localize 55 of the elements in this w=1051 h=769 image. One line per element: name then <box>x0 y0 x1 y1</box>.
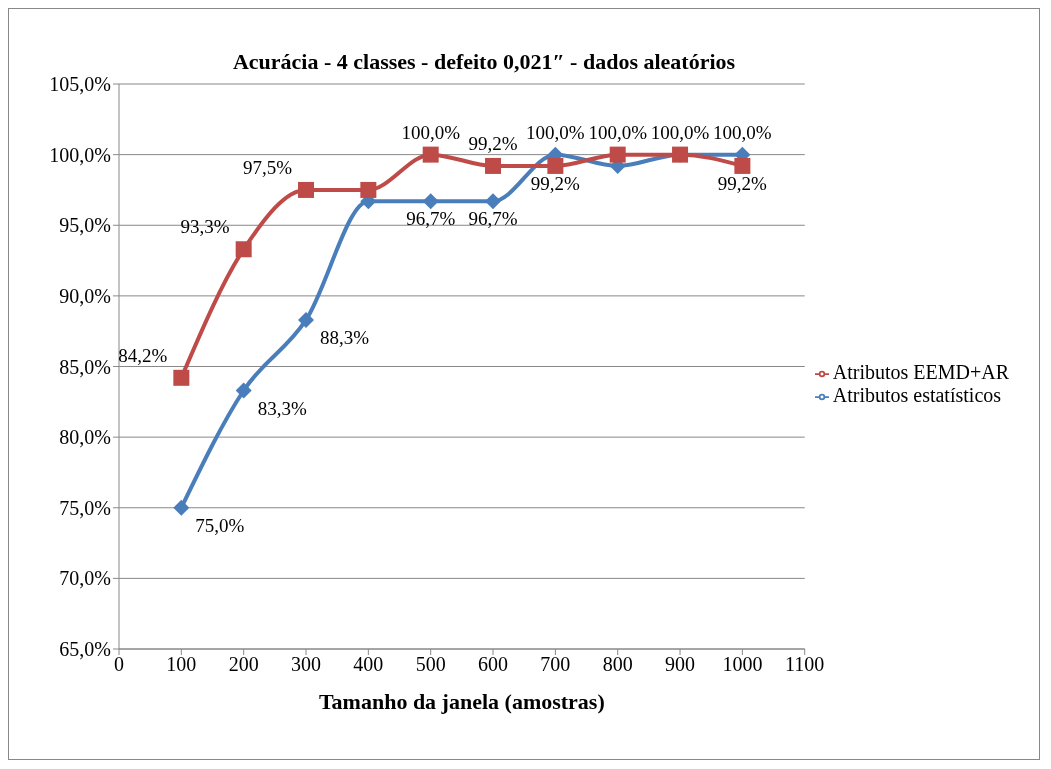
y-tick-label: 70,0% <box>59 567 111 590</box>
x-tick-label: 500 <box>415 653 446 676</box>
data-label: 100,0% <box>650 121 710 143</box>
point <box>422 193 439 210</box>
data-label: 88,3% <box>320 326 370 348</box>
point <box>485 193 502 210</box>
y-tick-label: 90,0% <box>59 284 111 307</box>
data-label: 83,3% <box>257 397 307 419</box>
data-label: 75,0% <box>195 514 245 536</box>
data-label: 99,2% <box>717 172 768 194</box>
data-label: 100,0% <box>713 121 772 143</box>
point <box>485 157 502 174</box>
point <box>547 157 564 174</box>
point <box>609 146 626 163</box>
x-tick-label: 1100 <box>785 653 825 676</box>
x-tick-label: 100 <box>166 653 197 676</box>
data-label: 96,7% <box>406 208 456 230</box>
data-label: 96,7% <box>468 208 518 230</box>
point <box>298 311 315 328</box>
point <box>173 499 190 516</box>
data-label: 97,5% <box>242 156 293 178</box>
point <box>173 369 190 386</box>
x-tick-label: 800 <box>602 653 633 676</box>
data-label: 99,2% <box>530 172 581 194</box>
data-label: 100,0% <box>401 121 461 143</box>
point <box>298 181 315 198</box>
chart-title: Acurácia - 4 classes - defeito 0,021″ - dados aleatórios <box>231 49 737 75</box>
x-tick-label: 0 <box>114 653 124 676</box>
y-tick-label: 65,0% <box>59 638 111 661</box>
y-tick-label: 80,0% <box>59 426 111 449</box>
y-tick-label: 95,0% <box>59 214 111 237</box>
data-label: 100,0% <box>588 121 648 143</box>
legend-label: Atributos estatísticos <box>832 384 1002 406</box>
point <box>734 157 751 174</box>
data-label: 99,2% <box>468 132 518 154</box>
point <box>235 382 252 399</box>
x-tick-label: 200 <box>228 653 259 676</box>
x-tick-label: 300 <box>291 653 322 676</box>
x-tick-label: 700 <box>540 653 571 676</box>
data-label: 84,2% <box>118 344 168 366</box>
x-axis-title: Tamanho da janela (amostras) <box>318 689 605 714</box>
x-tick-label: 600 <box>478 653 509 676</box>
y-tick-label: 75,0% <box>59 496 111 519</box>
x-tick-label: 1000 <box>722 653 763 676</box>
y-tick-label: 100,0% <box>49 143 111 166</box>
x-tick-label: 900 <box>665 653 696 676</box>
data-label: 93,3% <box>180 216 230 238</box>
point <box>422 146 439 163</box>
x-tick-label: 400 <box>353 653 384 676</box>
legend-label: Atributos EEMD+AR <box>832 361 1009 383</box>
y-tick-label: 105,0% <box>49 73 111 96</box>
point <box>235 241 252 258</box>
y-tick-label: 85,0% <box>59 355 111 378</box>
point <box>360 181 377 198</box>
data-label: 100,0% <box>526 121 585 143</box>
